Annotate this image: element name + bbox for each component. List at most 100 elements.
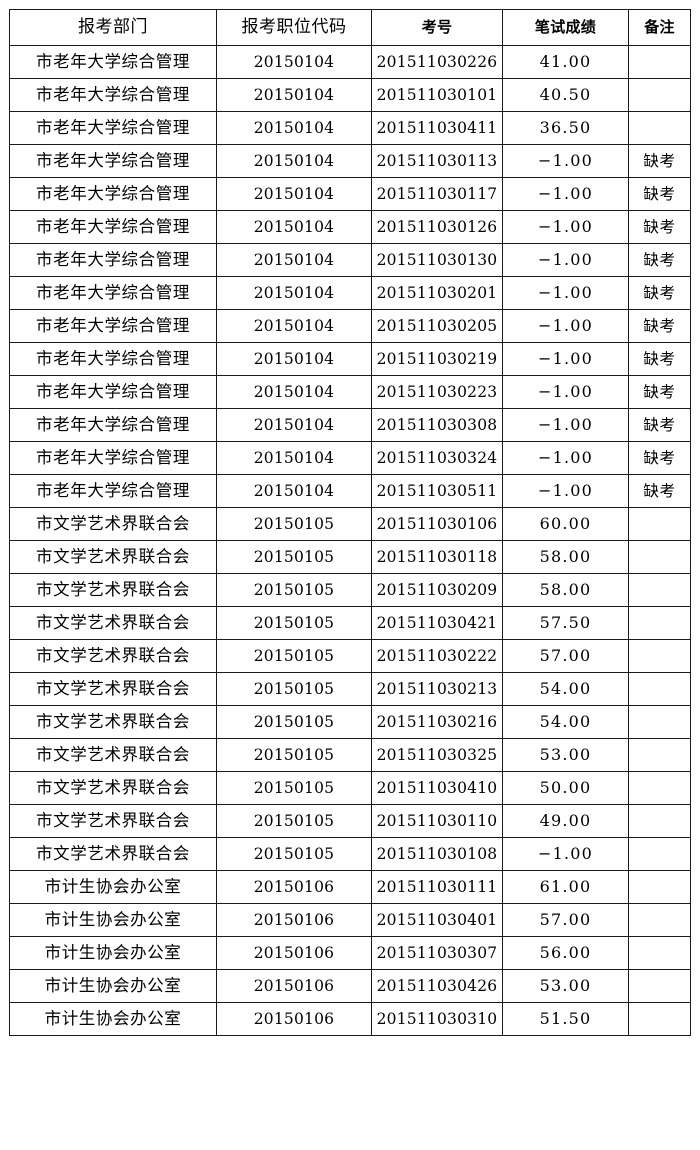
cell-pos: 20150105 xyxy=(216,639,372,673)
table-row: 市计生协会办公室 20150106 201511030401 57.00 xyxy=(9,903,691,937)
table-row: 市老年大学综合管理 20150104 201511030411 36.50 xyxy=(9,111,691,145)
cell-score: 49.00 xyxy=(502,804,629,838)
cell-score: 57.00 xyxy=(502,639,629,673)
cell-score: 58.00 xyxy=(502,540,629,574)
cell-note xyxy=(628,606,691,640)
cell-pos: 20150104 xyxy=(216,111,372,145)
cell-note xyxy=(628,507,691,541)
cell-exam: 201511030222 xyxy=(371,639,503,673)
table-row: 市老年大学综合管理 20150104 201511030219 −1.00 缺考 xyxy=(9,342,691,376)
cell-note xyxy=(628,672,691,706)
cell-note xyxy=(628,1002,691,1036)
cell-score: −1.00 xyxy=(502,408,629,442)
cell-dept: 市计生协会办公室 xyxy=(9,903,217,937)
cell-score: 53.00 xyxy=(502,969,629,1003)
cell-score: −1.00 xyxy=(502,276,629,310)
cell-pos: 20150105 xyxy=(216,573,372,607)
cell-pos: 20150105 xyxy=(216,771,372,805)
cell-dept: 市计生协会办公室 xyxy=(9,969,217,1003)
cell-score: 36.50 xyxy=(502,111,629,145)
cell-exam: 201511030126 xyxy=(371,210,503,244)
cell-pos: 20150104 xyxy=(216,441,372,475)
cell-exam: 201511030106 xyxy=(371,507,503,541)
cell-note: 缺考 xyxy=(628,342,691,376)
cell-score: 50.00 xyxy=(502,771,629,805)
cell-score: −1.00 xyxy=(502,837,629,871)
cell-exam: 201511030118 xyxy=(371,540,503,574)
cell-score: −1.00 xyxy=(502,342,629,376)
cell-exam: 201511030110 xyxy=(371,804,503,838)
cell-dept: 市老年大学综合管理 xyxy=(9,111,217,145)
table-row: 市文学艺术界联合会 20150105 201511030106 60.00 xyxy=(9,507,691,541)
table-row: 市老年大学综合管理 20150104 201511030226 41.00 xyxy=(9,45,691,79)
cell-pos: 20150104 xyxy=(216,144,372,178)
cell-note xyxy=(628,78,691,112)
table-row: 市老年大学综合管理 20150104 201511030201 −1.00 缺考 xyxy=(9,276,691,310)
cell-exam: 201511030101 xyxy=(371,78,503,112)
cell-dept: 市文学艺术界联合会 xyxy=(9,738,217,772)
cell-note xyxy=(628,111,691,145)
cell-dept: 市文学艺术界联合会 xyxy=(9,705,217,739)
cell-exam: 201511030219 xyxy=(371,342,503,376)
cell-note xyxy=(628,738,691,772)
cell-pos: 20150105 xyxy=(216,804,372,838)
cell-exam: 201511030223 xyxy=(371,375,503,409)
cell-note: 缺考 xyxy=(628,309,691,343)
cell-score: 51.50 xyxy=(502,1002,629,1036)
cell-pos: 20150104 xyxy=(216,210,372,244)
cell-pos: 20150104 xyxy=(216,78,372,112)
cell-exam: 201511030111 xyxy=(371,870,503,904)
cell-score: 56.00 xyxy=(502,936,629,970)
cell-pos: 20150104 xyxy=(216,474,372,508)
cell-dept: 市文学艺术界联合会 xyxy=(9,672,217,706)
column-header-pos: 报考职位代码 xyxy=(216,9,372,46)
cell-score: −1.00 xyxy=(502,375,629,409)
cell-exam: 201511030310 xyxy=(371,1002,503,1036)
cell-score: 41.00 xyxy=(502,45,629,79)
table-row: 市老年大学综合管理 20150104 201511030101 40.50 xyxy=(9,78,691,112)
table-row: 市老年大学综合管理 20150104 201511030511 −1.00 缺考 xyxy=(9,474,691,508)
table-row: 市文学艺术界联合会 20150105 201511030325 53.00 xyxy=(9,738,691,772)
cell-dept: 市文学艺术界联合会 xyxy=(9,540,217,574)
cell-exam: 201511030401 xyxy=(371,903,503,937)
cell-dept: 市老年大学综合管理 xyxy=(9,441,217,475)
cell-note: 缺考 xyxy=(628,474,691,508)
cell-dept: 市老年大学综合管理 xyxy=(9,78,217,112)
column-header-note: 备注 xyxy=(628,9,691,46)
cell-note: 缺考 xyxy=(628,210,691,244)
cell-pos: 20150104 xyxy=(216,243,372,277)
cell-note xyxy=(628,771,691,805)
cell-pos: 20150106 xyxy=(216,903,372,937)
cell-note xyxy=(628,936,691,970)
cell-score: −1.00 xyxy=(502,474,629,508)
cell-score: 60.00 xyxy=(502,507,629,541)
cell-score: −1.00 xyxy=(502,441,629,475)
cell-dept: 市老年大学综合管理 xyxy=(9,309,217,343)
cell-dept: 市老年大学综合管理 xyxy=(9,408,217,442)
cell-note: 缺考 xyxy=(628,441,691,475)
table-row: 市文学艺术界联合会 20150105 201511030209 58.00 xyxy=(9,573,691,607)
cell-exam: 201511030226 xyxy=(371,45,503,79)
header-row: 报考部门 报考职位代码 考号 笔试成绩 备注 xyxy=(9,9,691,46)
cell-pos: 20150105 xyxy=(216,507,372,541)
cell-pos: 20150105 xyxy=(216,738,372,772)
table-row: 市老年大学综合管理 20150104 201511030205 −1.00 缺考 xyxy=(9,309,691,343)
cell-exam: 201511030410 xyxy=(371,771,503,805)
cell-dept: 市文学艺术界联合会 xyxy=(9,606,217,640)
cell-dept: 市文学艺术界联合会 xyxy=(9,804,217,838)
cell-note xyxy=(628,969,691,1003)
cell-exam: 201511030324 xyxy=(371,441,503,475)
cell-note xyxy=(628,573,691,607)
cell-note: 缺考 xyxy=(628,177,691,211)
cell-note xyxy=(628,837,691,871)
cell-pos: 20150106 xyxy=(216,969,372,1003)
cell-note xyxy=(628,705,691,739)
cell-exam: 201511030308 xyxy=(371,408,503,442)
cell-pos: 20150104 xyxy=(216,309,372,343)
cell-score: 54.00 xyxy=(502,705,629,739)
cell-note xyxy=(628,870,691,904)
table-row: 市文学艺术界联合会 20150105 201511030216 54.00 xyxy=(9,705,691,739)
table-row: 市文学艺术界联合会 20150105 201511030118 58.00 xyxy=(9,540,691,574)
cell-score: 57.50 xyxy=(502,606,629,640)
cell-exam: 201511030201 xyxy=(371,276,503,310)
